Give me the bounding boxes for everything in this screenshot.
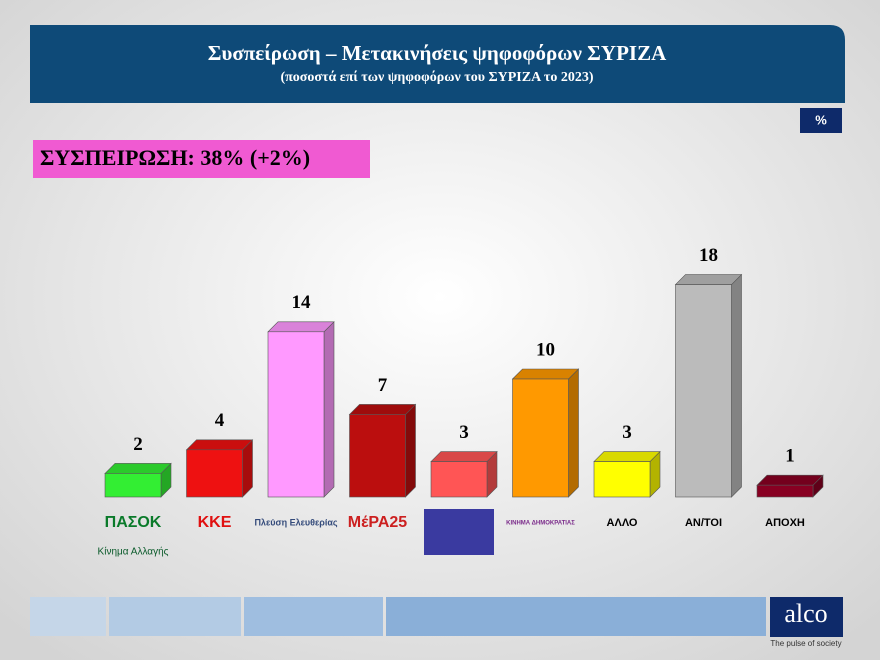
brand-tagline: The pulse of society	[770, 639, 841, 648]
bar-top	[267, 321, 335, 333]
x-tick-label: ΜέΡΑ25	[348, 514, 407, 531]
bar	[756, 484, 814, 498]
x-tick-label: ΚΙΝΗΜΑ ΔΗΜΟΚΡΑΤΙΑΣ	[506, 521, 575, 527]
footer-segment	[386, 597, 766, 636]
bar-side	[323, 321, 335, 498]
value-label: 3	[459, 422, 469, 443]
chart-title: Συσπείρωση – Μετακινήσεις ψηφοφόρων ΣΥΡΙ…	[208, 41, 667, 65]
value-label: 2	[133, 434, 143, 455]
x-tick-label: Πλεύση Ελευθερίας	[254, 517, 337, 527]
bar	[593, 461, 651, 498]
x-tick-label: ΑΛΛΟ	[607, 517, 638, 529]
bar	[267, 331, 325, 498]
bar	[349, 414, 406, 498]
bar-side	[568, 368, 579, 498]
value-label: 7	[378, 375, 388, 396]
brand-box	[770, 597, 843, 637]
x-tick-label: ΑΠΟΧΗ	[765, 517, 805, 529]
bar	[104, 473, 162, 498]
x-tick-sublabel: Κίνημα Αλλαγής	[98, 546, 169, 558]
bar-top	[185, 439, 254, 451]
value-label: 1	[785, 446, 795, 467]
brand-name: alco	[784, 599, 827, 628]
logo-box	[424, 509, 494, 555]
value-label: 4	[215, 410, 225, 431]
bar-top	[674, 274, 743, 285]
bar	[186, 449, 243, 498]
value-label: 10	[536, 339, 555, 360]
bar	[430, 461, 488, 498]
footer-band	[30, 597, 843, 637]
chart-subtitle: (ποσοστά επί των ψηφοφόρων του ΣΥΡΙΖΑ το…	[280, 70, 593, 85]
bar-side	[731, 273, 742, 498]
unit-label: %	[815, 112, 827, 127]
x-tick-label: ΚΚΕ	[198, 514, 232, 531]
footer-segment	[109, 597, 241, 636]
value-label: 14	[292, 292, 312, 313]
annotation-box	[33, 140, 370, 178]
bar-side	[405, 403, 416, 498]
annotation: ΣΥΣΠΕΙΡΩΣΗ: 38% (+2%)	[40, 145, 310, 170]
bar	[675, 284, 732, 498]
x-tick-label: ΠΑΣΟΚ	[105, 514, 162, 531]
bar-top	[430, 451, 498, 462]
bar-top	[593, 451, 661, 462]
x-tick-label: ΑΝ/ΤΟΙ	[685, 517, 722, 529]
bar-top	[104, 463, 172, 474]
bar	[512, 378, 569, 498]
footer-segment	[244, 597, 383, 636]
value-label: 18	[699, 245, 718, 266]
bar-top	[511, 368, 580, 380]
bar-top	[756, 474, 824, 486]
footer-segment	[30, 597, 106, 636]
bar-top	[348, 404, 417, 415]
unit-box	[800, 108, 842, 133]
header-band	[30, 25, 845, 103]
value-label: 3	[622, 422, 632, 443]
